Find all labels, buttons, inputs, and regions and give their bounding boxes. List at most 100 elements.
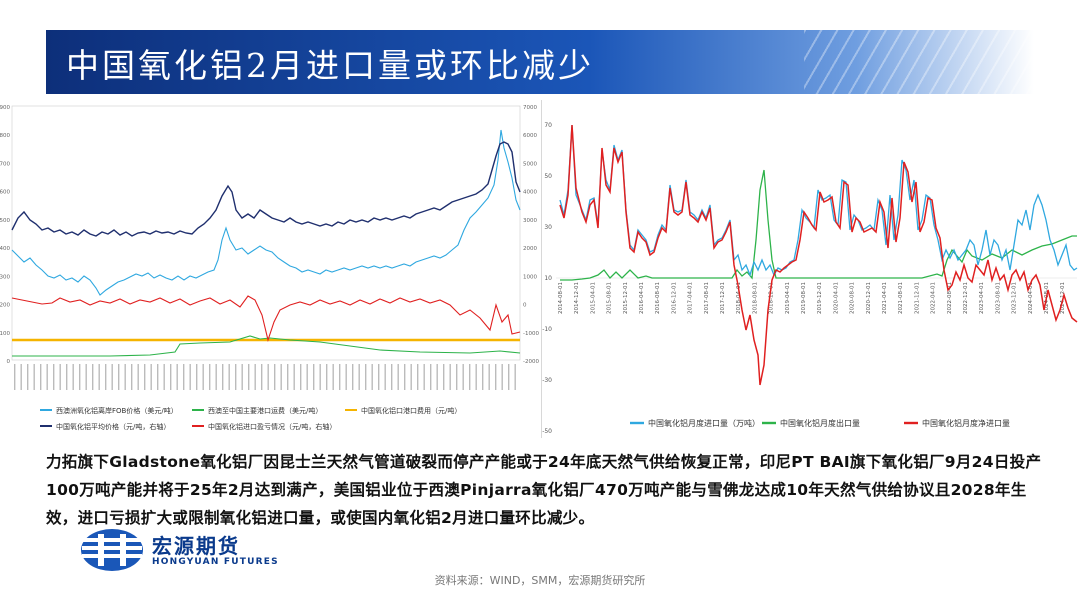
x-date-tick: [430, 364, 432, 390]
x-tick: 2016-08-01: [655, 282, 661, 314]
x-date-tick: [183, 364, 185, 390]
x-date-tick: [404, 364, 406, 390]
x-tick: 2020-08-01: [850, 282, 856, 314]
x-tick: 2018-04-01: [736, 282, 742, 314]
x-axis-dates: [14, 364, 516, 390]
right-y-tick: 7000: [523, 105, 537, 111]
legend-label: 中国氧化铝平均价格（元/吨，右轴）: [56, 422, 170, 431]
x-date-tick: [456, 364, 458, 390]
left-y-tick: 300: [0, 274, 10, 280]
x-date-tick: [59, 364, 61, 390]
x-date-tick: [306, 364, 308, 390]
data-source: 资料来源：WIND，SMM，宏源期货研究所: [434, 574, 646, 587]
page-title: 中国氧化铝2月进口量或环比减少: [66, 46, 594, 85]
x-date-tick: [189, 364, 191, 390]
x-date-tick: [267, 364, 269, 390]
x-date-tick: [482, 364, 484, 390]
x-tick: 2014-08-01: [558, 282, 564, 314]
x-date-tick: [79, 364, 81, 390]
x-tick: 2019-08-01: [801, 282, 807, 314]
x-date-tick: [14, 364, 16, 390]
legend-label: 中国氧化铝月度净进口量: [922, 418, 1010, 428]
x-tick: 2021-04-01: [882, 282, 888, 314]
x-tick: 2015-08-01: [607, 282, 613, 314]
left-y-tick: 500: [0, 218, 10, 224]
x-date-tick: [202, 364, 204, 390]
x-tick: 2023-08-01: [995, 282, 1001, 314]
netimport-red-line: [559, 124, 1078, 386]
x-tick: 2019-04-01: [785, 282, 791, 314]
x-date-tick: [92, 364, 94, 390]
y-tick: 50: [544, 173, 552, 180]
x-date-tick: [124, 364, 126, 390]
y-tick: -30: [542, 377, 552, 384]
y-tick: 30: [544, 224, 552, 231]
x-date-tick: [196, 364, 198, 390]
green-freight-line: [12, 335, 521, 357]
x-date-tick: [150, 364, 152, 390]
left-legend: 西澳洲氧化铝离岸FOB价格（美元/吨） 西澳至中国主要港口运费（美元/吨） 中国氧化…: [40, 406, 461, 431]
right-chart-y-axis: 70 50 30 10 -10 -30 -50: [542, 122, 552, 435]
x-date-tick: [241, 364, 243, 390]
y-tick: 70: [544, 122, 552, 129]
x-tick: 2016-12-01: [671, 282, 677, 314]
right-y-axis: 7000 6000 5000 4000 3000 2000 1000 0 -1000 -2000: [523, 105, 539, 365]
x-date-tick: [176, 364, 178, 390]
x-date-tick: [170, 364, 172, 390]
x-tick: 2018-12-01: [769, 282, 775, 314]
right-y-tick: 3000: [523, 218, 537, 224]
x-tick: 2024-04-01: [1028, 282, 1034, 314]
left-y-tick: 900: [0, 105, 10, 111]
y-tick: -50: [542, 428, 552, 435]
right-y-tick: 0: [523, 303, 527, 309]
export-green-line: [560, 169, 1077, 281]
x-date-tick: [131, 364, 133, 390]
logo-name-en: HONGYUAN FUTURES: [152, 557, 279, 567]
x-tick: 2018-08-01: [752, 282, 758, 314]
x-date-tick: [209, 364, 211, 390]
x-tick: 2017-04-01: [688, 282, 694, 314]
x-date-tick: [397, 364, 399, 390]
x-date-tick: [33, 364, 35, 390]
x-tick: 2022-04-01: [931, 282, 937, 314]
lightblue-fob-line: [11, 129, 521, 296]
legend-label: 西澳洲氧化铝离岸FOB价格（美元/吨）: [56, 406, 178, 415]
x-date-tick: [501, 364, 503, 390]
x-tick: 2017-12-01: [720, 282, 726, 314]
x-tick: 2021-12-01: [914, 282, 920, 314]
x-date-tick: [215, 364, 217, 390]
x-date-tick: [280, 364, 282, 390]
left-y-tick: 400: [0, 246, 10, 252]
x-date-tick: [508, 364, 510, 390]
x-date-tick: [235, 364, 237, 390]
x-date-tick: [72, 364, 74, 390]
x-date-tick: [410, 364, 412, 390]
y-tick: -10: [542, 326, 552, 333]
x-date-tick: [137, 364, 139, 390]
legend-label: 中国氧化铝月度进口量（万吨）: [648, 418, 760, 428]
x-date-tick: [248, 364, 250, 390]
x-date-tick: [111, 364, 113, 390]
x-date-tick: [222, 364, 224, 390]
x-date-tick: [53, 364, 55, 390]
left-y-tick: 800: [0, 133, 10, 139]
x-tick: 2015-12-01: [623, 282, 629, 314]
x-date-tick: [345, 364, 347, 390]
x-date-tick: [46, 364, 48, 390]
x-tick: 2016-04-01: [639, 282, 645, 314]
left-y-axis: 900 800 700 600 500 400 300 200 100 0: [0, 105, 11, 365]
legend-label: 中国氧化铝口港口费用（元/吨）: [361, 406, 461, 415]
header-banner: 中国氧化铝2月进口量或环比减少: [46, 30, 1034, 94]
x-date-tick: [371, 364, 373, 390]
right-y-tick: -2000: [523, 359, 539, 365]
x-date-tick: [423, 364, 425, 390]
navy-avgprice-line: [11, 141, 521, 237]
x-date-tick: [144, 364, 146, 390]
x-date-tick: [85, 364, 87, 390]
x-date-tick: [469, 364, 471, 390]
x-date-tick: [254, 364, 256, 390]
x-date-tick: [287, 364, 289, 390]
x-date-tick: [319, 364, 321, 390]
